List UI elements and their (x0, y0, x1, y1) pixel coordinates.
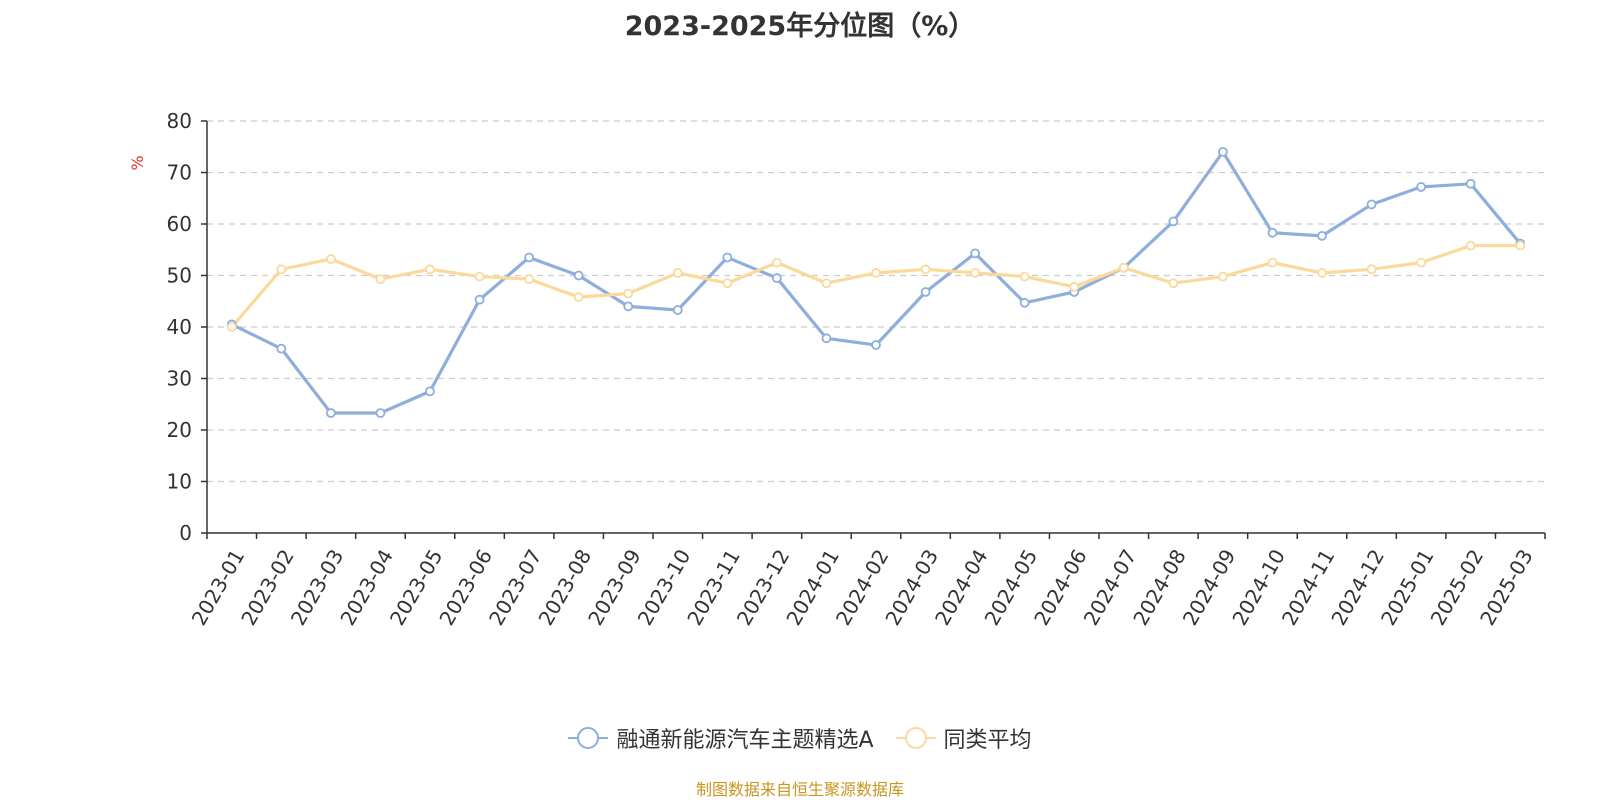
y-tick-label: 20 (167, 418, 192, 442)
data-point-0 (771, 273, 782, 283)
y-unit-label: % (128, 155, 147, 170)
y-tick-label: 40 (167, 315, 192, 339)
data-point-1 (771, 257, 782, 268)
data-point-0 (1416, 182, 1427, 192)
data-point-1 (1217, 271, 1228, 282)
data-point-0 (722, 252, 733, 263)
x-axis: 2023-012023-022023-032023-042023-052023-… (187, 532, 1546, 629)
data-point-1 (1118, 262, 1129, 273)
legend-marker-peer-average-icon (895, 727, 936, 749)
data-point-1 (226, 322, 237, 332)
data-point-1 (474, 271, 485, 282)
data-point-1 (871, 268, 881, 278)
data-point-0 (1019, 297, 1030, 308)
data-point-1 (1515, 240, 1526, 251)
data-point-1 (722, 278, 733, 289)
legend-marker-fund-icon (568, 727, 609, 749)
y-tick-label: 80 (167, 109, 192, 133)
y-tick-label: 10 (167, 470, 192, 494)
data-point-0 (573, 270, 584, 281)
data-point-1 (920, 264, 931, 275)
data-point-0 (623, 301, 634, 312)
data-point-0 (325, 408, 336, 418)
y-tick-label: 70 (167, 161, 192, 185)
series-lines (230, 150, 1522, 415)
data-point-1 (1019, 271, 1030, 282)
data-point-0 (1168, 216, 1179, 227)
legend-item-fund[interactable]: 融通新能源汽车主题精选A (568, 722, 874, 754)
data-point-0 (672, 305, 683, 315)
data-point-0 (474, 294, 485, 305)
legend: 融通新能源汽车主题精选A 同类平均 (0, 722, 1600, 754)
data-point-0 (920, 287, 931, 297)
data-point-1 (276, 264, 287, 275)
data-point-0 (871, 340, 881, 350)
data-point-1 (1267, 257, 1278, 268)
series-line-0 (231, 150, 1522, 415)
legend-label-fund: 融通新能源汽车主题精选A (616, 728, 874, 753)
series-line-1 (230, 244, 1521, 329)
data-point-1 (1317, 268, 1327, 278)
data-point-1 (623, 288, 634, 299)
data-point-0 (1317, 230, 1327, 241)
data-point-1 (1416, 257, 1427, 268)
data-source-note: 制图数据来自恒生聚源数据库 (695, 780, 904, 799)
data-point-1 (821, 278, 832, 289)
data-point-0 (821, 333, 832, 344)
legend-label-peer-average: 同类平均 (943, 728, 1032, 753)
data-point-0 (1217, 146, 1228, 157)
data-point-1 (573, 292, 584, 303)
data-point-1 (325, 254, 336, 264)
data-point-1 (1465, 240, 1476, 251)
y-tick-label: 0 (179, 521, 192, 545)
data-point-0 (1366, 199, 1377, 210)
legend-item-peer-average[interactable]: 同类平均 (895, 722, 1032, 754)
chart-title: 2023-2025年分位图（%） (624, 11, 976, 42)
y-tick-label: 60 (167, 212, 192, 236)
data-point-1 (1366, 264, 1377, 275)
series-points (226, 146, 1526, 418)
data-point-1 (524, 274, 535, 285)
data-point-1 (1069, 281, 1080, 292)
data-point-0 (524, 252, 535, 263)
data-point-0 (970, 248, 981, 259)
data-point-1 (672, 268, 683, 278)
data-point-1 (1168, 278, 1179, 289)
data-point-1 (375, 274, 386, 285)
data-point-1 (970, 268, 981, 278)
data-point-0 (375, 408, 386, 418)
gridlines (207, 120, 1545, 483)
data-point-0 (1465, 178, 1476, 189)
data-point-1 (425, 264, 435, 275)
y-tick-label: 50 (167, 264, 192, 288)
line-chart: 0 10 20 30 40 50 60 70 80 2023-012023-022023-032… (128, 109, 1546, 629)
data-point-0 (276, 343, 287, 354)
y-tick-label: 30 (167, 367, 192, 391)
y-axis: 0 10 20 30 40 50 60 70 80 (167, 109, 208, 545)
data-point-0 (425, 386, 435, 397)
data-point-0 (1267, 227, 1278, 238)
